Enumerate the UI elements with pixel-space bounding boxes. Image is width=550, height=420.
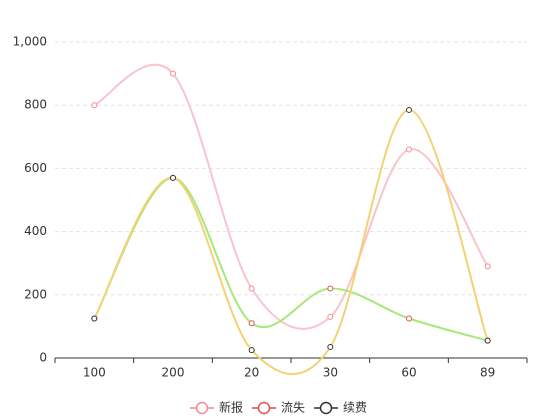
data-point <box>91 102 98 109</box>
x-tick-label: 20 <box>244 366 259 380</box>
data-point <box>406 106 412 113</box>
data-point <box>484 263 491 270</box>
legend-marker <box>195 401 209 415</box>
x-tick-label: 89 <box>480 366 495 380</box>
data-point <box>327 285 334 292</box>
y-tick-label: 400 <box>24 224 47 238</box>
legend-marker <box>319 401 333 415</box>
y-tick-label: 200 <box>24 287 47 301</box>
data-point <box>170 70 176 77</box>
data-point <box>327 313 334 320</box>
series-line <box>93 176 488 342</box>
x-tick-label: 200 <box>162 366 185 380</box>
data-point <box>484 337 491 344</box>
y-tick-label: 0 <box>39 351 47 365</box>
legend-label: 续费 <box>343 401 367 415</box>
data-point <box>327 343 334 350</box>
legend-label: 流失 <box>281 400 305 415</box>
legend-label: 新报 <box>219 400 243 415</box>
legend-marker <box>257 401 271 415</box>
y-tick-label: 800 <box>24 98 47 112</box>
data-point <box>248 320 255 327</box>
series-line <box>93 108 489 376</box>
data-point <box>406 315 412 322</box>
x-tick-label: 60 <box>401 366 416 380</box>
data-point <box>170 174 176 181</box>
data-point <box>91 315 98 322</box>
y-tick-label: 600 <box>24 161 47 175</box>
x-tick-label: 100 <box>83 366 106 380</box>
data-point <box>248 347 255 354</box>
x-tick-label: 30 <box>323 366 338 380</box>
y-tick-label: 1,000 <box>13 35 47 49</box>
series-line <box>93 63 489 330</box>
data-point <box>248 285 255 292</box>
data-point <box>406 146 412 153</box>
